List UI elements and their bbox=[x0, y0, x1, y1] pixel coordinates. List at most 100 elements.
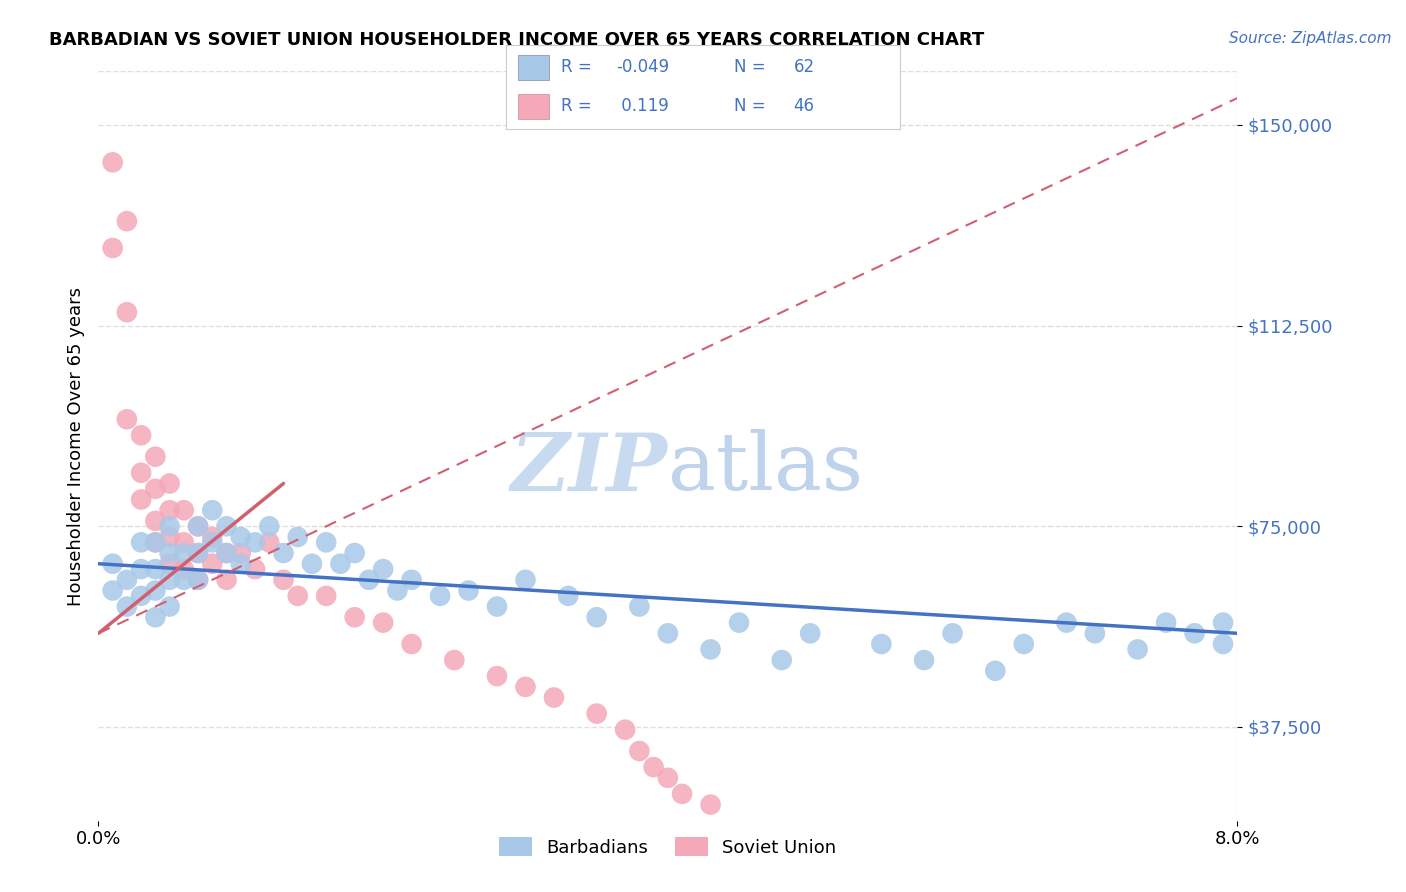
Point bbox=[101, 583, 124, 598]
Point bbox=[115, 412, 138, 426]
Point bbox=[329, 557, 352, 571]
Point bbox=[129, 562, 152, 576]
Point bbox=[187, 546, 209, 560]
Point bbox=[159, 476, 181, 491]
Point bbox=[187, 519, 209, 533]
Point bbox=[229, 546, 252, 560]
Point bbox=[301, 557, 323, 571]
Point bbox=[585, 706, 607, 721]
Point bbox=[129, 535, 152, 549]
Point bbox=[215, 519, 238, 533]
Text: -0.049: -0.049 bbox=[616, 59, 669, 77]
Point bbox=[614, 723, 637, 737]
Text: N =: N = bbox=[734, 97, 772, 115]
Point bbox=[159, 557, 181, 571]
Point bbox=[671, 787, 693, 801]
Bar bbox=[517, 54, 550, 80]
Point bbox=[287, 530, 309, 544]
Point bbox=[145, 610, 167, 624]
Point bbox=[101, 155, 124, 169]
Point bbox=[457, 583, 479, 598]
Point bbox=[215, 573, 238, 587]
Point bbox=[1184, 626, 1206, 640]
Text: Source: ZipAtlas.com: Source: ZipAtlas.com bbox=[1229, 31, 1392, 46]
Point bbox=[145, 482, 167, 496]
Point bbox=[628, 744, 651, 758]
Point bbox=[145, 562, 167, 576]
Point bbox=[371, 562, 394, 576]
Point bbox=[159, 503, 181, 517]
Point bbox=[401, 573, 423, 587]
Point bbox=[187, 546, 209, 560]
Point bbox=[728, 615, 751, 630]
Point bbox=[145, 450, 167, 464]
Point bbox=[173, 503, 195, 517]
Point bbox=[215, 546, 238, 560]
Point bbox=[273, 546, 295, 560]
Point bbox=[115, 599, 138, 614]
Point bbox=[343, 546, 366, 560]
Point bbox=[870, 637, 893, 651]
Point bbox=[243, 562, 266, 576]
Point bbox=[315, 535, 337, 549]
Point bbox=[699, 642, 721, 657]
Point bbox=[273, 573, 295, 587]
Point bbox=[115, 573, 138, 587]
Point bbox=[187, 573, 209, 587]
Y-axis label: Householder Income Over 65 years: Householder Income Over 65 years bbox=[66, 286, 84, 606]
Legend: Barbadians, Soviet Union: Barbadians, Soviet Union bbox=[492, 830, 844, 864]
Point bbox=[201, 503, 224, 517]
Point bbox=[187, 573, 209, 587]
Point bbox=[145, 535, 167, 549]
Point bbox=[401, 637, 423, 651]
Point bbox=[699, 797, 721, 812]
Text: 62: 62 bbox=[793, 59, 814, 77]
Point bbox=[129, 466, 152, 480]
Point bbox=[1126, 642, 1149, 657]
Point bbox=[387, 583, 409, 598]
Point bbox=[287, 589, 309, 603]
Text: R =: R = bbox=[561, 59, 598, 77]
Text: 0.119: 0.119 bbox=[616, 97, 669, 115]
Point bbox=[229, 530, 252, 544]
Point bbox=[657, 771, 679, 785]
Point bbox=[1154, 615, 1177, 630]
Point bbox=[643, 760, 665, 774]
Point bbox=[173, 562, 195, 576]
Point bbox=[557, 589, 579, 603]
Point bbox=[1056, 615, 1078, 630]
Point bbox=[515, 573, 537, 587]
Point bbox=[145, 583, 167, 598]
Point bbox=[101, 557, 124, 571]
Point bbox=[129, 428, 152, 442]
Point bbox=[486, 669, 509, 683]
Point bbox=[1084, 626, 1107, 640]
Point bbox=[173, 573, 195, 587]
Point bbox=[315, 589, 337, 603]
Point bbox=[159, 519, 181, 533]
Point bbox=[243, 535, 266, 549]
Point bbox=[942, 626, 965, 640]
Point bbox=[229, 557, 252, 571]
Point bbox=[145, 514, 167, 528]
Text: 46: 46 bbox=[793, 97, 814, 115]
Point bbox=[429, 589, 451, 603]
Point bbox=[984, 664, 1007, 678]
Point bbox=[173, 546, 195, 560]
Point bbox=[159, 573, 181, 587]
Point bbox=[201, 530, 224, 544]
Point bbox=[115, 214, 138, 228]
Text: R =: R = bbox=[561, 97, 598, 115]
Point bbox=[215, 546, 238, 560]
Point bbox=[770, 653, 793, 667]
Point bbox=[129, 589, 152, 603]
Point bbox=[515, 680, 537, 694]
Point bbox=[443, 653, 465, 667]
Text: BARBADIAN VS SOVIET UNION HOUSEHOLDER INCOME OVER 65 YEARS CORRELATION CHART: BARBADIAN VS SOVIET UNION HOUSEHOLDER IN… bbox=[49, 31, 984, 49]
Point bbox=[343, 610, 366, 624]
Point bbox=[912, 653, 935, 667]
Point bbox=[371, 615, 394, 630]
Text: atlas: atlas bbox=[668, 429, 863, 508]
Point bbox=[259, 519, 281, 533]
Point bbox=[486, 599, 509, 614]
